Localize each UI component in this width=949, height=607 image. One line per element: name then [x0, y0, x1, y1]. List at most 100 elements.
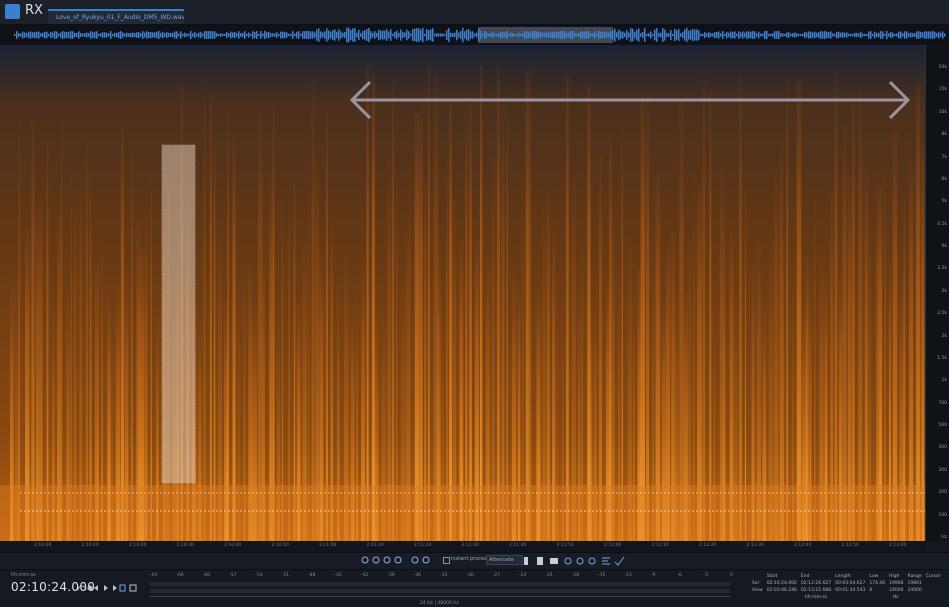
wave-sample	[656, 28, 658, 42]
wave-sample	[160, 32, 162, 38]
wave-sample	[918, 31, 920, 39]
table-cell: 0	[869, 588, 873, 593]
wave-sample	[276, 32, 278, 38]
wave-sample	[132, 32, 134, 38]
wave-sample	[282, 31, 284, 39]
wave-sample	[492, 32, 494, 38]
wave-sample	[516, 33, 518, 37]
freq-label: 8k	[941, 132, 947, 138]
stripe	[296, 302, 301, 541]
freq-label: 1.5k	[937, 355, 947, 361]
wave-sample	[474, 33, 476, 37]
wave-sample	[884, 33, 886, 37]
spectrogram[interactable]	[0, 45, 925, 541]
table-header: Low	[869, 574, 879, 579]
wave-sample	[138, 32, 140, 38]
wave-sample	[348, 27, 350, 43]
wave-sample	[106, 32, 108, 38]
file-tab[interactable]: Love_of_Ryukyu_01_F_Audio_DM5_WD.wav	[48, 9, 184, 24]
time-label: 2:11:40	[509, 543, 527, 548]
wave-sample	[50, 31, 52, 39]
wave-sample	[152, 32, 154, 38]
wave-sample	[98, 33, 100, 37]
freq-label: 200	[938, 490, 947, 496]
wave-sample	[294, 33, 296, 37]
wave-sample	[866, 33, 868, 37]
wave-sample	[226, 32, 228, 38]
wave-sample	[814, 31, 816, 39]
wave-sample	[302, 31, 304, 39]
wave-sample	[646, 33, 648, 37]
wave-sample	[806, 32, 808, 38]
stripe	[115, 287, 121, 541]
wave-sample	[200, 32, 202, 38]
wave-sample	[692, 29, 694, 41]
wave-sample	[674, 28, 676, 42]
selection-box[interactable]	[161, 144, 196, 484]
stripe	[884, 164, 886, 541]
wave-sample	[202, 33, 204, 37]
wave-sample	[196, 33, 198, 37]
instant-process-checkbox[interactable]	[443, 557, 450, 564]
wave-sample	[868, 31, 870, 39]
wave-sample	[856, 32, 858, 38]
wave-sample	[490, 33, 492, 37]
zoom-tools[interactable]	[360, 555, 440, 567]
wave-sample	[300, 33, 302, 37]
wave-sample	[414, 28, 416, 42]
wave-sample	[584, 31, 586, 39]
wave-sample	[456, 29, 458, 41]
wave-sample	[726, 31, 728, 39]
wave-sample	[458, 32, 460, 38]
time-format-label[interactable]: hh:mm:ss	[11, 572, 36, 578]
wave-sample	[38, 31, 40, 39]
wave-sample	[926, 31, 928, 39]
wave-sample	[84, 33, 86, 37]
wave-sample	[252, 31, 254, 39]
wave-sample	[606, 32, 608, 38]
wave-sample	[812, 32, 814, 38]
stripe	[556, 287, 558, 541]
selection-table: Start End Length Low High Range Cursor Sel 02:10…	[752, 573, 945, 601]
stripe	[702, 74, 706, 541]
wave-sample	[870, 31, 872, 39]
wave-sample	[876, 32, 878, 38]
logo-icon	[5, 4, 20, 19]
stripe	[107, 296, 111, 541]
mode-dropdown[interactable]: Attenuate	[486, 555, 523, 565]
bottom-panel: hh:mm:ss 02:10:24.000 24 bit | 48000 Hz …	[0, 569, 949, 607]
stripe	[269, 181, 273, 541]
wave-sample	[652, 33, 654, 37]
wave-sample	[40, 33, 42, 37]
stripe	[449, 105, 453, 541]
wave-sample	[30, 31, 32, 39]
wave-sample	[548, 32, 550, 38]
wave-sample	[496, 33, 498, 37]
wave-sample	[154, 32, 156, 38]
time-label: 2:12:40	[794, 543, 812, 548]
waveform-overview[interactable]	[0, 25, 949, 45]
wave-sample	[208, 31, 210, 39]
wave-sample	[648, 33, 650, 37]
wave-sample	[62, 31, 64, 39]
stripe	[674, 294, 679, 541]
transport-controls[interactable]	[76, 582, 146, 594]
wave-sample	[742, 31, 744, 39]
time-label: 2:10:40	[224, 543, 242, 548]
wave-sample	[182, 33, 184, 37]
time-label: 2:12:50	[841, 543, 859, 548]
wave-sample	[34, 31, 36, 39]
stripe	[546, 188, 550, 541]
wave-sample	[254, 31, 256, 39]
stripe	[405, 213, 410, 541]
wave-sample	[450, 32, 452, 38]
wave-sample	[460, 31, 462, 39]
selection-tools[interactable]	[522, 555, 632, 567]
stripe	[598, 156, 603, 541]
stripe	[150, 179, 152, 541]
wave-sample	[942, 31, 944, 39]
meter-scale-label: -48	[308, 573, 316, 578]
wave-sample	[530, 32, 532, 38]
stripe	[445, 160, 449, 541]
time-label: 2:12:00	[604, 543, 622, 548]
